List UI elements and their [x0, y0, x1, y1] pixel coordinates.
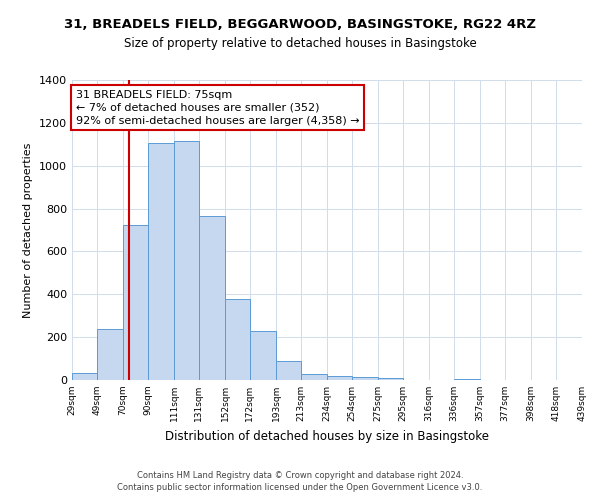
Bar [174, 141, 199, 380]
Bar [72, 372, 97, 380]
Bar [352, 377, 378, 380]
Bar [454, 379, 480, 380]
Bar [123, 224, 148, 380]
X-axis label: Distribution of detached houses by size in Basingstoke: Distribution of detached houses by size … [165, 430, 489, 442]
Text: Size of property relative to detached houses in Basingstoke: Size of property relative to detached ho… [124, 38, 476, 51]
Text: Contains HM Land Registry data © Crown copyright and database right 2024.: Contains HM Land Registry data © Crown c… [137, 471, 463, 480]
Bar [327, 376, 352, 380]
Bar [225, 298, 250, 380]
Bar [378, 378, 403, 380]
Bar [301, 374, 327, 380]
Text: 31 BREADELS FIELD: 75sqm
← 7% of detached houses are smaller (352)
92% of semi-d: 31 BREADELS FIELD: 75sqm ← 7% of detache… [76, 90, 359, 126]
Bar [148, 143, 174, 380]
Text: 31, BREADELS FIELD, BEGGARWOOD, BASINGSTOKE, RG22 4RZ: 31, BREADELS FIELD, BEGGARWOOD, BASINGST… [64, 18, 536, 30]
Bar [250, 330, 276, 380]
Y-axis label: Number of detached properties: Number of detached properties [23, 142, 34, 318]
Text: Contains public sector information licensed under the Open Government Licence v3: Contains public sector information licen… [118, 484, 482, 492]
Bar [97, 328, 123, 380]
Bar [199, 216, 225, 380]
Bar [276, 360, 301, 380]
